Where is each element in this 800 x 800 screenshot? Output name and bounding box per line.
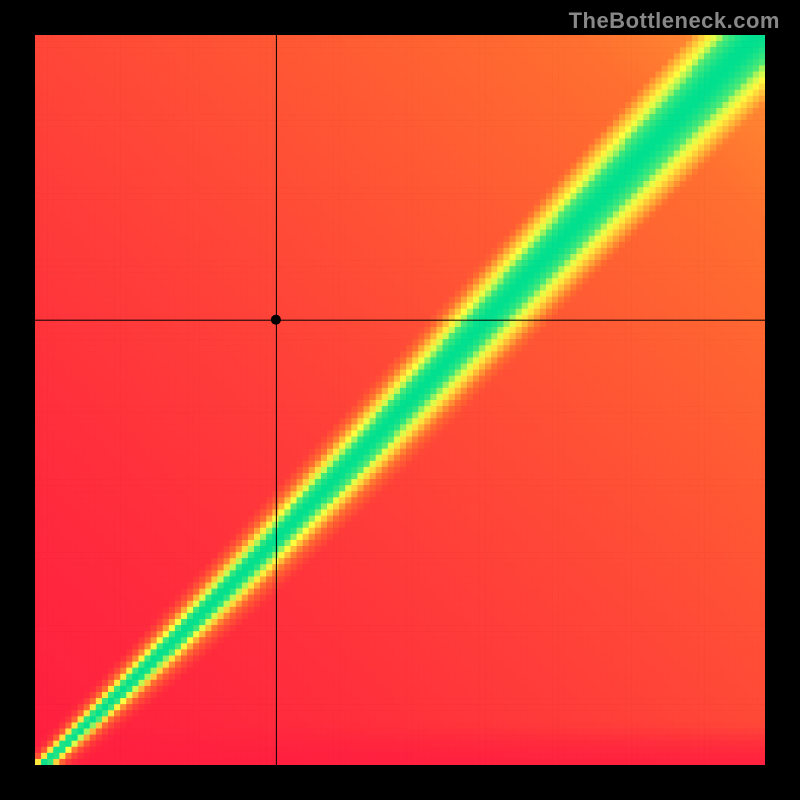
heatmap-plot <box>35 35 765 765</box>
heatmap-canvas <box>35 35 765 765</box>
watermark-text: TheBottleneck.com <box>569 8 780 34</box>
chart-container: TheBottleneck.com <box>0 0 800 800</box>
